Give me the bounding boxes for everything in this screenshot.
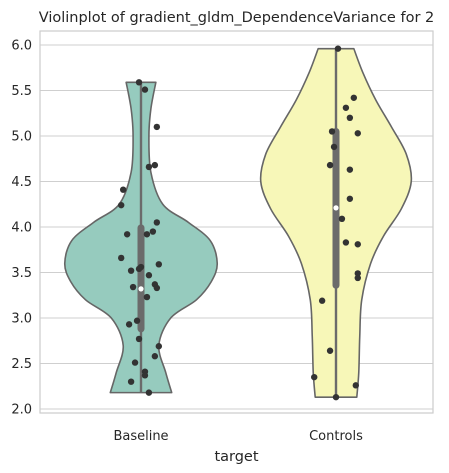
x-tick-label: Controls [309, 429, 363, 444]
data-point [318, 297, 326, 304]
y-tick-label: 2.0 [11, 403, 32, 418]
data-point [332, 393, 340, 401]
data-point [326, 161, 334, 169]
y-tick-label: 3.5 [11, 266, 32, 281]
data-point [133, 317, 141, 324]
y-tick-labels: 2.0 2.5 3.0 3.5 4.0 4.5 5.0 5.5 6.0 [11, 39, 32, 418]
data-point [145, 163, 153, 171]
data-point [311, 373, 318, 381]
data-point [354, 241, 361, 248]
data-point [153, 284, 161, 292]
plot-area-frame [39, 30, 434, 414]
data-point [155, 261, 163, 268]
chart-title: Violinplot of gradient_gldm_DependenceVa… [39, 10, 435, 26]
data-point [135, 265, 143, 273]
violins [63, 47, 413, 398]
data-point [151, 353, 159, 360]
data-point [346, 114, 354, 122]
data-point [129, 283, 137, 291]
data-point [346, 195, 354, 202]
data-point [125, 321, 133, 328]
data-point [127, 378, 135, 385]
strip-points [118, 45, 361, 401]
data-point [141, 86, 149, 93]
data-point [328, 128, 336, 135]
y-tick-label: 5.5 [11, 84, 32, 99]
data-point [127, 267, 135, 274]
data-point [326, 347, 334, 354]
data-point [141, 372, 149, 379]
data-point [338, 215, 346, 223]
x-axis-label: target [214, 449, 258, 465]
median-marker [138, 286, 144, 292]
data-point [354, 130, 361, 137]
data-point [118, 201, 125, 209]
data-point [143, 231, 151, 238]
y-tick-label: 4.5 [11, 175, 32, 190]
data-point [143, 293, 151, 301]
data-point [119, 186, 127, 193]
y-tick-label: 2.5 [11, 357, 32, 372]
data-point [135, 79, 143, 86]
data-point [123, 231, 131, 238]
data-point [342, 239, 350, 246]
data-point [135, 335, 143, 343]
data-point [354, 274, 361, 282]
data-point [145, 272, 153, 279]
data-point [145, 389, 153, 396]
median-marker [333, 205, 339, 211]
data-point [155, 343, 163, 350]
data-point [131, 359, 139, 366]
data-point [354, 270, 361, 277]
data-point [153, 123, 161, 131]
data-point [352, 382, 359, 389]
data-point [350, 94, 358, 101]
y-tick-label: 5.0 [11, 130, 32, 145]
data-point [346, 166, 354, 173]
data-point [330, 143, 338, 151]
y-tick-label: 3.0 [11, 312, 32, 327]
x-tick-label: Baseline [113, 429, 168, 444]
data-point [149, 228, 157, 235]
data-point [151, 161, 159, 169]
data-point [342, 104, 350, 111]
x-tick-labels: Baseline Controls [113, 429, 363, 444]
data-point [118, 254, 125, 262]
y-tick-label: 4.0 [11, 221, 32, 236]
y-tick-label: 6.0 [11, 39, 32, 54]
data-point [334, 45, 342, 52]
data-point [153, 219, 161, 226]
